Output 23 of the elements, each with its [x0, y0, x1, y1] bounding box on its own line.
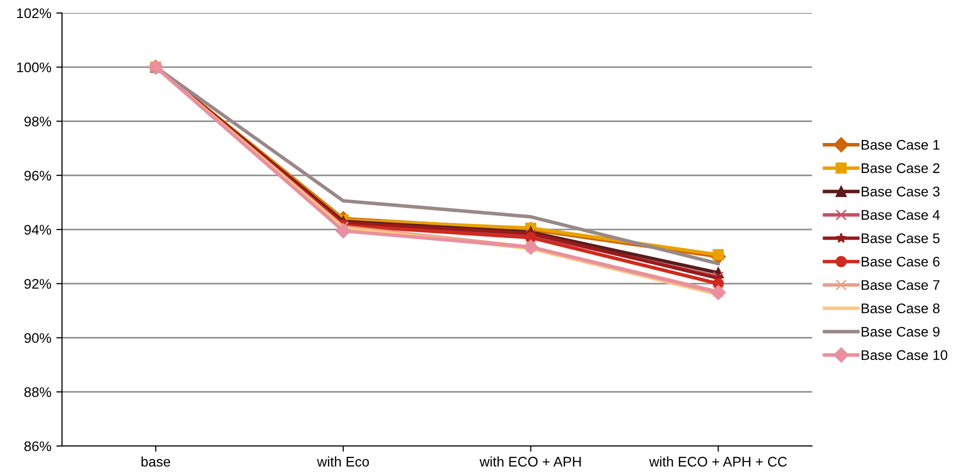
legend-label: Base Case 2: [862, 163, 940, 174]
x-tick-label: with ECO + APH: [480, 456, 581, 467]
legend-label: Base Case 4: [862, 210, 940, 220]
y-tick-label: 94%: [24, 224, 52, 235]
y-tick-label: 86%: [24, 441, 52, 452]
y-tick-label: 90%: [24, 333, 52, 343]
x-tick-label: with ECO + APH + CC: [649, 456, 787, 467]
y-tick-label: 98%: [24, 116, 52, 126]
legend-label: Base Case 10: [862, 350, 948, 360]
legend-label: Base Case 5: [862, 233, 940, 244]
legend-label: Base Case 8: [862, 303, 940, 314]
x-tick-label: base: [142, 456, 170, 467]
y-tick-label: 92%: [24, 278, 52, 289]
y-tick-label: 96%: [24, 170, 52, 181]
legend-label: Base Case 9: [862, 326, 940, 337]
y-tick-label: 102%: [17, 8, 52, 18]
legend-label: Base Case 6: [862, 256, 940, 267]
legend-label: Base Case 1: [862, 140, 940, 150]
legend-label: Base Case 7: [862, 280, 940, 290]
y-tick-label: 88%: [24, 387, 52, 398]
y-tick-label: 100%: [17, 62, 52, 72]
legend-label: Base Case 3: [862, 186, 940, 196]
x-tick-label: with Eco: [316, 456, 369, 467]
